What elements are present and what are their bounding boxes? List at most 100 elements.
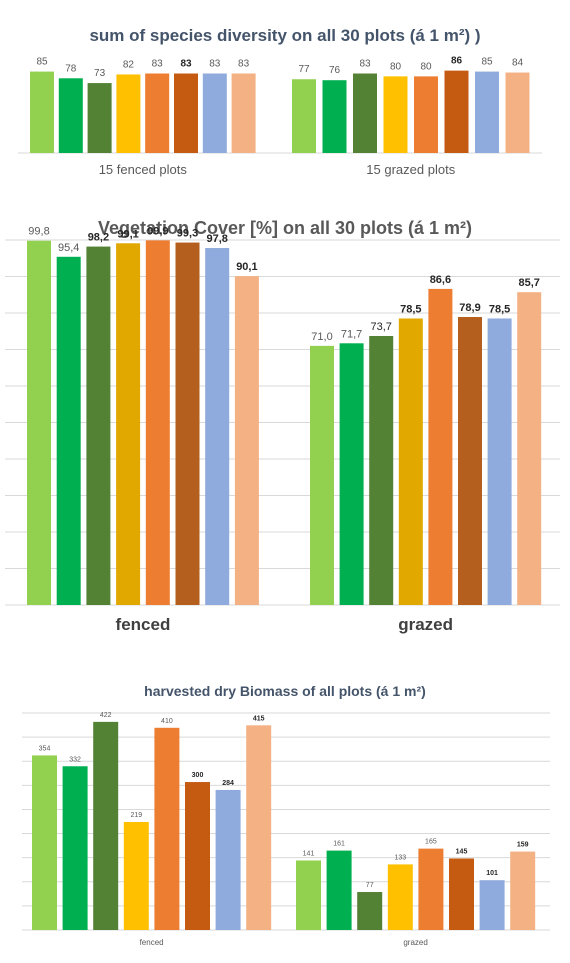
bar xyxy=(357,892,383,930)
bar xyxy=(475,71,499,153)
data-label: 161 xyxy=(333,841,345,848)
bar xyxy=(369,335,394,605)
category-label: grazed xyxy=(403,938,427,947)
data-label: 410 xyxy=(161,718,173,725)
category-label: grazed xyxy=(398,615,453,634)
data-label: 83 xyxy=(359,58,371,69)
data-label: 300 xyxy=(192,772,204,779)
species-diversity-plot: 85 78 73 82 83 83 83 83 15 fenced plots 77 76 83 80 8… xyxy=(18,56,542,177)
data-label: 83 xyxy=(152,58,164,69)
data-label: 80 xyxy=(390,61,402,72)
data-label: 77 xyxy=(366,882,374,889)
data-label: 86 xyxy=(451,56,463,67)
data-label: 85 xyxy=(36,57,48,68)
data-label: 78,5 xyxy=(489,303,510,315)
data-label: 78,9 xyxy=(459,302,480,314)
bar xyxy=(353,73,377,153)
bar xyxy=(175,242,200,605)
category-label: 15 grazed plots xyxy=(366,162,455,177)
data-label: 80 xyxy=(420,61,432,72)
vegetation-cover-plot: 99,8 95,4 98,2 99,1 99,9 99,3 97,8 90,1 fenced 71… xyxy=(5,225,560,634)
bar xyxy=(231,73,256,153)
category-label: fenced xyxy=(116,615,171,634)
bar xyxy=(145,240,170,606)
bar xyxy=(202,73,227,153)
data-label: 95,4 xyxy=(58,242,79,254)
bar xyxy=(154,727,180,930)
bar xyxy=(310,345,334,605)
data-label: 415 xyxy=(253,715,265,722)
data-label: 82 xyxy=(123,59,135,70)
bar xyxy=(487,318,512,605)
bar xyxy=(86,246,111,605)
chart-title: harvested dry Biomass of all plots (á 1 … xyxy=(144,683,426,699)
data-label: 73 xyxy=(94,68,106,79)
data-label: 422 xyxy=(100,712,112,719)
bar xyxy=(322,80,347,153)
data-label: 83 xyxy=(180,58,192,69)
data-label: 101 xyxy=(486,870,498,877)
species-diversity-chart: sum of species diversity on all 30 plots… xyxy=(0,0,570,190)
bar xyxy=(185,782,210,930)
bar xyxy=(387,864,413,930)
data-label: 165 xyxy=(425,839,437,846)
data-label: 98,2 xyxy=(88,232,109,244)
data-label: 332 xyxy=(69,756,81,763)
chart-title: sum of species diversity on all 30 plots… xyxy=(89,26,481,45)
data-label: 78,5 xyxy=(400,303,421,315)
bar xyxy=(62,766,88,930)
bar xyxy=(93,721,119,930)
data-label: 99,3 xyxy=(177,228,198,240)
data-label: 354 xyxy=(39,745,51,752)
data-label: 159 xyxy=(517,842,529,849)
bar xyxy=(123,821,149,930)
bar xyxy=(116,74,141,153)
bar xyxy=(479,880,505,930)
bar xyxy=(326,850,352,930)
data-label: 77 xyxy=(298,64,310,75)
data-label: 145 xyxy=(456,848,468,855)
bar xyxy=(449,858,474,930)
data-label: 83 xyxy=(209,58,221,69)
chart-title: Vegetation Cover [%] on all 30 plots (á … xyxy=(97,218,473,238)
data-label: 133 xyxy=(394,854,406,861)
data-label: 78 xyxy=(65,63,77,74)
bar xyxy=(215,789,241,930)
bar xyxy=(444,70,469,153)
data-label: 86,6 xyxy=(430,274,451,286)
bar xyxy=(505,72,530,153)
bar xyxy=(414,76,438,153)
bar xyxy=(58,78,83,153)
bar xyxy=(56,256,81,605)
data-label: 84 xyxy=(512,58,524,69)
bar xyxy=(205,248,230,605)
bar xyxy=(458,317,482,605)
data-label: 85 xyxy=(481,57,493,68)
data-label: 99,1 xyxy=(117,228,138,240)
bar xyxy=(398,318,423,605)
bar xyxy=(174,73,198,153)
data-label: 71,7 xyxy=(341,328,362,340)
bar xyxy=(296,860,321,930)
data-label: 219 xyxy=(130,812,142,819)
bar xyxy=(246,725,272,930)
bar xyxy=(32,755,57,930)
category-label: 15 fenced plots xyxy=(99,162,188,177)
vegetation-cover-chart: Vegetation Cover [%] on all 30 plots (á … xyxy=(5,218,560,634)
bar xyxy=(510,851,536,930)
category-label: fenced xyxy=(140,938,164,947)
data-label: 83 xyxy=(238,58,250,69)
data-label: 284 xyxy=(222,780,234,787)
bar xyxy=(116,243,141,605)
bar xyxy=(383,76,408,153)
data-label: 90,1 xyxy=(236,261,257,273)
bar xyxy=(517,292,542,605)
data-label: 141 xyxy=(303,850,315,857)
bar xyxy=(27,240,51,606)
data-label: 76 xyxy=(329,65,341,76)
bar xyxy=(428,288,453,605)
bar xyxy=(87,83,112,153)
data-label: 85,7 xyxy=(518,277,539,289)
bar xyxy=(145,73,170,153)
